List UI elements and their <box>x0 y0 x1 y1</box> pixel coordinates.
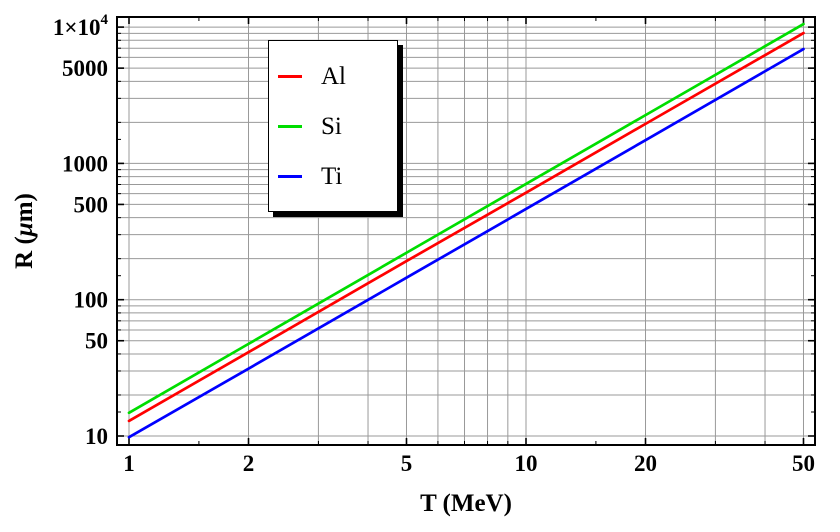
x-tick-label: 2 <box>243 451 255 476</box>
y-tick-label: 5000 <box>62 56 108 81</box>
x-tick-label: 20 <box>634 451 657 476</box>
legend-item-ti: Ti <box>269 164 397 189</box>
series-line-al <box>127 31 805 423</box>
y-tick-label: 1×104 <box>53 12 109 40</box>
y-axis-title-suffix: m) <box>11 193 38 223</box>
legend-label-al: Al <box>321 62 346 90</box>
y-tick-label: 10 <box>85 424 108 449</box>
x-tick-label: 50 <box>792 451 815 476</box>
legend-swatch-al <box>278 74 302 78</box>
y-tick-label: 50 <box>85 329 108 354</box>
legend-item-si: Si <box>269 114 397 139</box>
legend-swatch-si <box>278 124 302 128</box>
x-tick-label: 5 <box>401 451 413 476</box>
y-axis-title: R (μm) <box>11 193 39 269</box>
legend: Al Si Ti <box>268 40 398 212</box>
x-tick-label: 10 <box>515 451 538 476</box>
x-axis-title: T (MeV) <box>420 490 512 517</box>
legend-label-ti: Ti <box>321 162 343 190</box>
legend-item-al: Al <box>269 64 397 89</box>
series-line-si <box>127 22 805 415</box>
y-tick-label: 1000 <box>62 151 108 176</box>
mu-symbol: μ <box>11 222 38 237</box>
legend-label-si: Si <box>321 112 342 140</box>
y-tick-label: 500 <box>74 192 109 217</box>
y-axis-title-prefix: R ( <box>11 236 38 269</box>
legend-swatch-ti <box>278 174 302 178</box>
y-tick-label: 100 <box>74 288 109 313</box>
x-tick-label: 1 <box>123 451 135 476</box>
series-line-ti <box>127 47 805 439</box>
